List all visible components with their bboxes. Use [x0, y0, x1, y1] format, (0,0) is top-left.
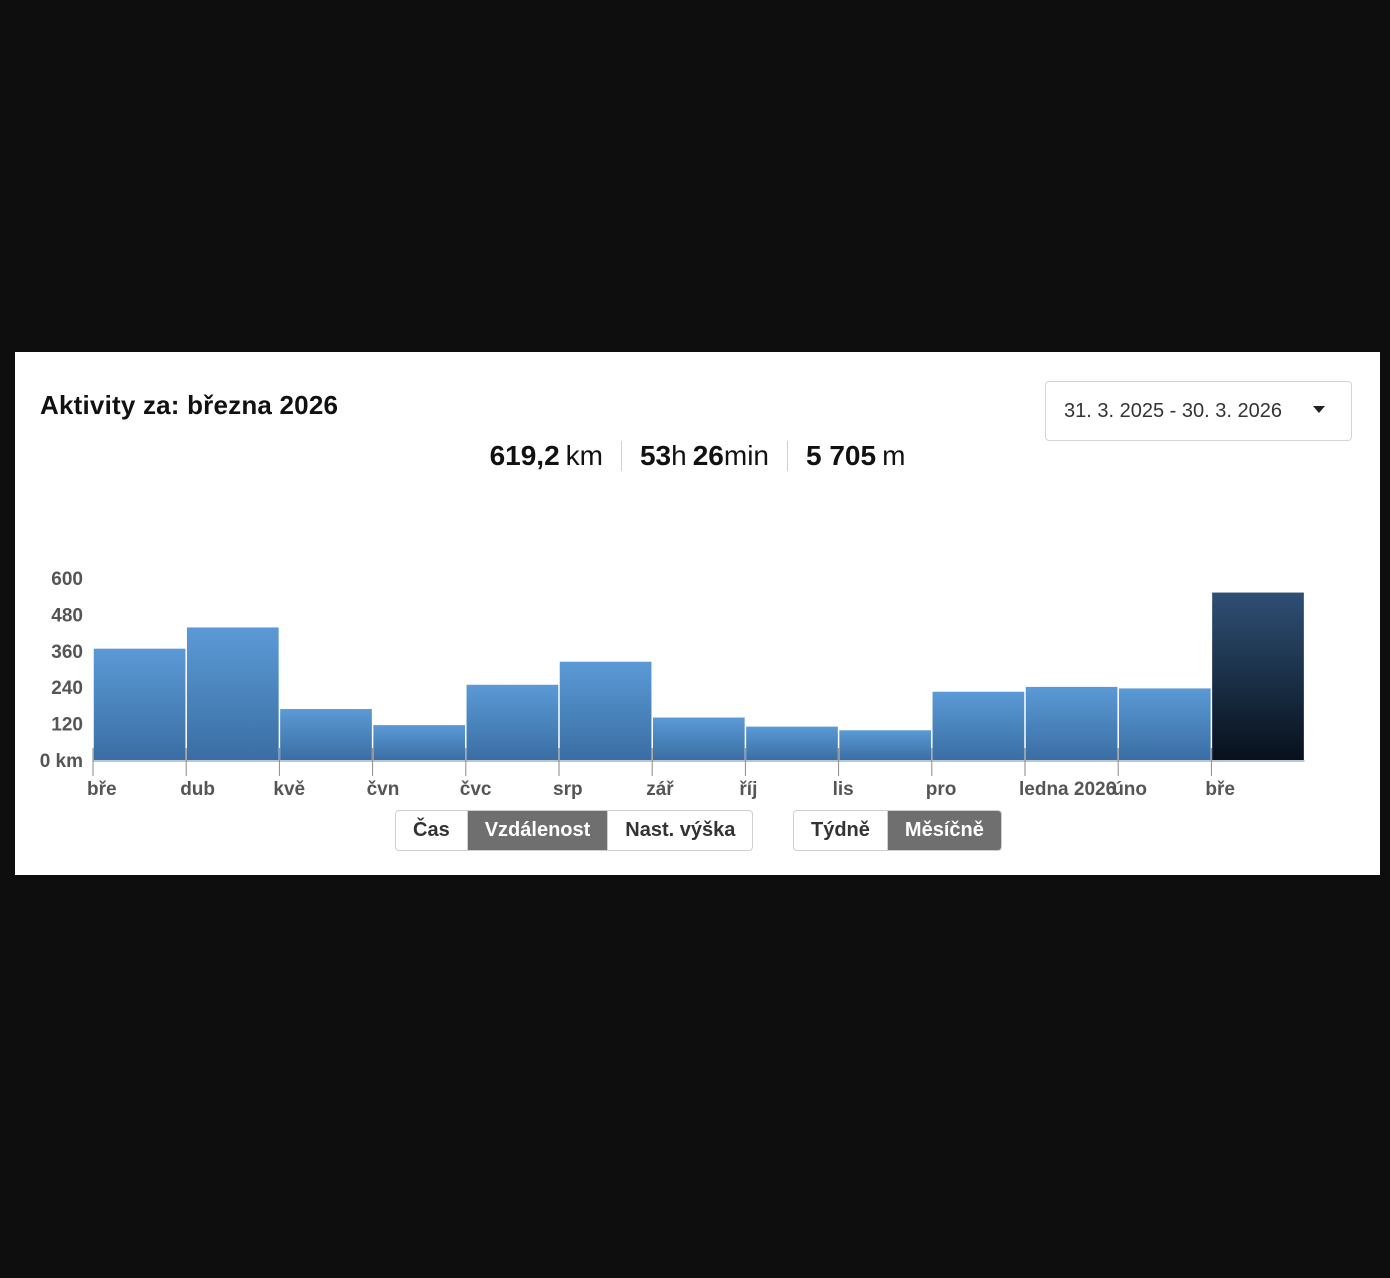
period-option[interactable]: Měsíčně [887, 811, 1001, 850]
elevation-value: 5 705 [806, 440, 877, 471]
bar[interactable] [373, 725, 466, 760]
bar[interactable] [186, 627, 279, 760]
monthly-distance-chart: 0 km 120 240 360 480 600 bře dub kvě čvn čvc srp zá… [40, 569, 1305, 800]
x-tick-label: čvc [460, 779, 492, 800]
stat-divider [620, 441, 622, 471]
period-option[interactable]: Týdně [794, 811, 888, 850]
y-tick-label: 240 [51, 678, 83, 699]
bar[interactable] [280, 709, 372, 760]
x-tick-label: bře [87, 779, 117, 800]
y-tick-label: 0 km [40, 751, 83, 772]
activity-panel: Aktivity za: března 2026 31. 3. 2025 - 3… [15, 352, 1380, 875]
bar[interactable] [1118, 688, 1211, 760]
bar[interactable] [839, 730, 932, 760]
stat-divider [787, 441, 788, 471]
metric-option[interactable]: Vzdálenost [467, 811, 609, 850]
y-tick-label: 120 [51, 715, 83, 736]
period-toggle: Týdně Měsíčně [793, 810, 1002, 851]
y-tick-label: 600 [51, 569, 83, 590]
minutes-value: 26 [692, 440, 724, 471]
hours-unit: h [671, 440, 687, 471]
x-tick-label: zář [646, 779, 674, 800]
x-tick-label: dub [180, 779, 215, 800]
x-tick-label: kvě [273, 779, 305, 800]
x-axis: bře dub kvě čvn čvc srp zář říj lis pro ledna 2026… [87, 748, 1305, 800]
bar[interactable] [746, 726, 838, 760]
metric-option[interactable]: Nast. výška [625, 819, 736, 841]
bar[interactable] [932, 691, 1025, 760]
elevation-unit: m [882, 440, 906, 471]
summary-stats: 619,2 km 53 h 26 min 5 705 m [15, 440, 1380, 472]
distance-stat: 619,2 km [472, 440, 621, 472]
bar[interactable] [1025, 686, 1118, 760]
x-tick-label: lis [833, 779, 854, 800]
x-tick-label: ledna 2026 [1019, 779, 1116, 800]
bar[interactable] [93, 648, 186, 760]
caret-down-icon [1313, 406, 1325, 413]
bar[interactable] [559, 661, 652, 760]
date-range-dropdown[interactable]: 31. 3. 2025 - 30. 3. 2026 [1045, 381, 1352, 441]
metric-toggle: Čas Vzdálenost Nast. výška [395, 810, 754, 851]
date-range-label: 31. 3. 2025 - 30. 3. 2026 [1064, 400, 1282, 422]
bars [93, 592, 1304, 760]
page-title: Aktivity za: března 2026 [40, 390, 339, 420]
distance-value: 619,2 [489, 440, 560, 471]
x-tick-label: bře [1205, 779, 1235, 800]
metric-option[interactable]: Čas [396, 811, 468, 850]
y-tick-label: 360 [51, 642, 83, 663]
y-tick-label: 480 [51, 605, 83, 626]
bar[interactable] [652, 717, 745, 760]
minutes-unit: min [723, 440, 769, 471]
x-tick-label: úno [1112, 779, 1147, 800]
hours-value: 53 [639, 440, 672, 471]
distance-unit: km [565, 440, 603, 471]
x-tick-label: srp [553, 779, 583, 800]
x-tick-label: pro [926, 779, 957, 800]
bar[interactable] [466, 684, 559, 760]
elevation-stat: 5 705 m [788, 440, 923, 472]
bar[interactable] [1212, 592, 1304, 760]
x-tick-label: čvn [367, 779, 400, 800]
time-stat: 53 h 26 min [622, 440, 787, 472]
x-tick-label: říj [739, 779, 757, 800]
y-axis: 0 km 120 240 360 480 600 [40, 569, 83, 772]
